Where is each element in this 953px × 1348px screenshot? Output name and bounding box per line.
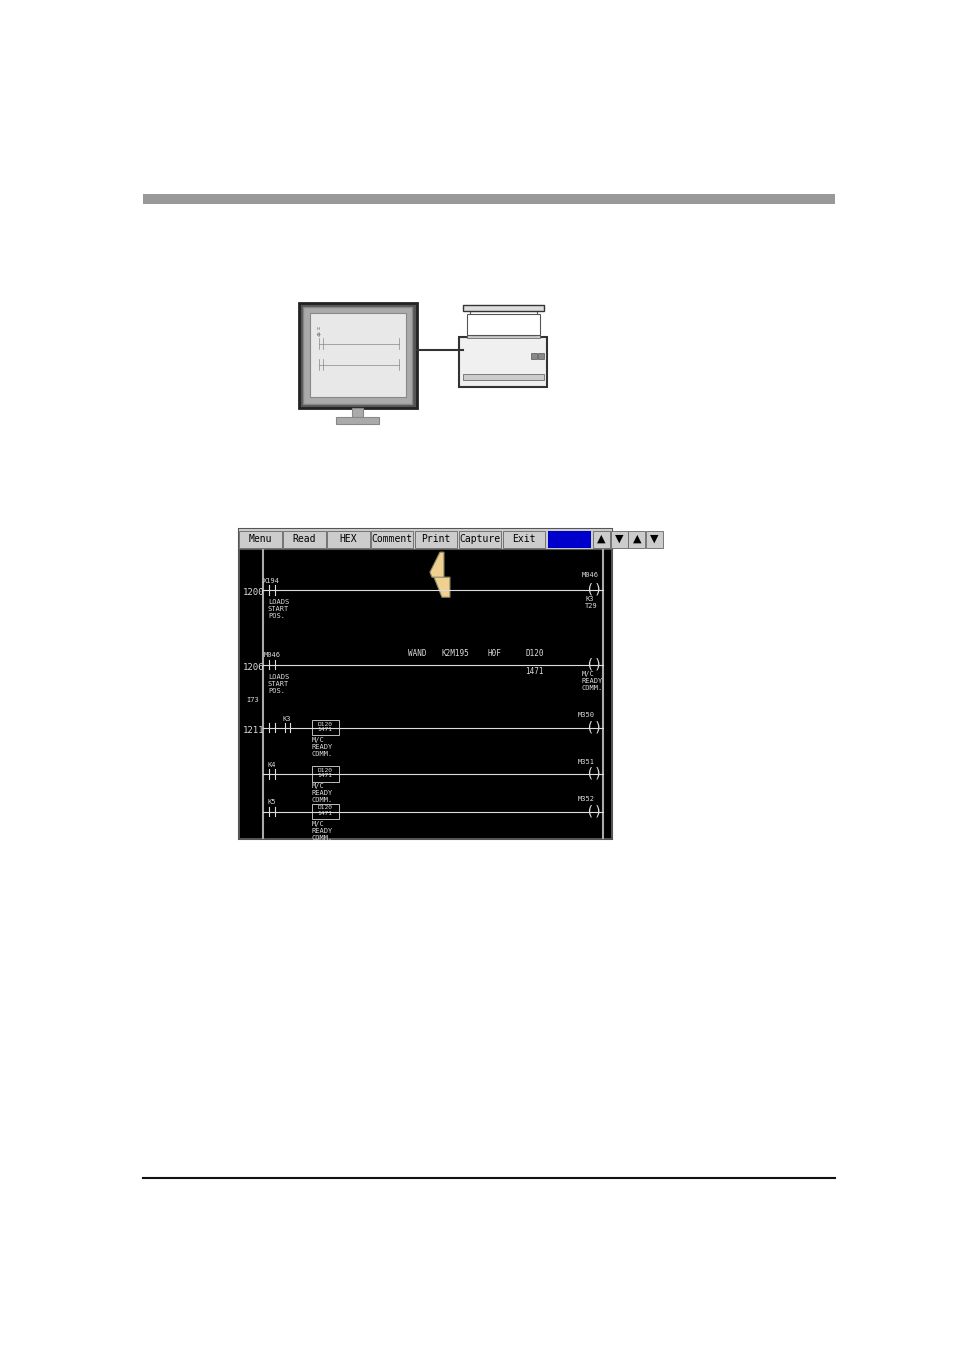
Bar: [458, 337, 547, 387]
Text: M046: M046: [263, 652, 280, 658]
Text: HEX: HEX: [339, 534, 356, 545]
Text: 1211: 1211: [243, 727, 265, 735]
Text: WAND: WAND: [408, 650, 426, 658]
Text: ▼: ▼: [650, 534, 658, 545]
Text: K4: K4: [267, 762, 275, 768]
Text: M/C
READY
COMM.: M/C READY COMM.: [580, 671, 602, 690]
Text: M/C
READY
COMM.: M/C READY COMM.: [312, 783, 333, 803]
Text: Comment: Comment: [372, 534, 413, 545]
Text: Capture: Capture: [459, 534, 500, 545]
Text: M352: M352: [577, 797, 594, 802]
Bar: [240, 550, 610, 838]
Text: ┤├: ┤├: [316, 332, 321, 337]
Text: I73: I73: [246, 697, 259, 702]
Text: ): ): [594, 721, 602, 735]
Bar: [592, 531, 609, 547]
Text: (: (: [584, 805, 593, 818]
Text: 1200: 1200: [243, 589, 265, 597]
Bar: [548, 531, 590, 547]
Text: M351: M351: [577, 759, 594, 764]
Text: Read: Read: [293, 534, 316, 545]
Text: ▲: ▲: [597, 534, 605, 545]
Text: D120: D120: [524, 650, 543, 658]
Bar: [238, 528, 612, 549]
Text: M/C
READY
COMM.: M/C READY COMM.: [312, 821, 333, 841]
Text: X194: X194: [263, 578, 280, 584]
Text: D120
1471: D120 1471: [317, 721, 332, 732]
Text: H0F: H0F: [487, 650, 500, 658]
Bar: [466, 333, 539, 338]
Bar: [312, 720, 338, 736]
Polygon shape: [432, 572, 450, 597]
Text: LOADS
START
POS.: LOADS START POS.: [268, 599, 289, 619]
Bar: [298, 303, 416, 408]
Text: Menu: Menu: [249, 534, 273, 545]
Text: (: (: [584, 582, 593, 597]
Text: M350: M350: [577, 713, 594, 718]
Bar: [466, 314, 539, 336]
Text: K2M195: K2M195: [441, 650, 469, 658]
Text: ▼: ▼: [614, 534, 622, 545]
Bar: [283, 531, 325, 547]
Text: Exit: Exit: [512, 534, 536, 545]
Text: 1206: 1206: [243, 663, 265, 673]
Text: LOADS
START
POS.: LOADS START POS.: [268, 674, 289, 694]
Bar: [303, 307, 412, 403]
Bar: [610, 531, 627, 547]
Bar: [530, 353, 537, 359]
Bar: [415, 531, 456, 547]
Text: M/C
READY
COMM.: M/C READY COMM.: [312, 737, 333, 758]
Bar: [312, 803, 338, 820]
Bar: [371, 531, 413, 547]
Bar: [327, 531, 369, 547]
Bar: [352, 408, 363, 418]
Bar: [469, 311, 537, 336]
Bar: [335, 418, 378, 425]
Bar: [645, 531, 662, 547]
Text: ): ): [594, 658, 602, 671]
Text: K3
T29: K3 T29: [584, 596, 598, 609]
Text: ): ): [594, 767, 602, 780]
Text: (: (: [584, 658, 593, 671]
Text: Print: Print: [421, 534, 451, 545]
Polygon shape: [430, 553, 443, 577]
Bar: [239, 531, 281, 547]
Text: 1471: 1471: [524, 667, 543, 675]
Bar: [309, 314, 405, 398]
Bar: [458, 531, 500, 547]
Bar: [628, 531, 644, 547]
Text: ): ): [594, 582, 602, 597]
Bar: [537, 353, 544, 359]
Text: K5: K5: [267, 799, 275, 806]
Text: (: (: [584, 767, 593, 780]
Text: ▲: ▲: [632, 534, 640, 545]
Text: D120
1471: D120 1471: [317, 806, 332, 816]
Bar: [143, 194, 834, 204]
Bar: [238, 528, 612, 840]
Text: D120
1471: D120 1471: [317, 768, 332, 778]
Bar: [312, 766, 338, 782]
Text: M046: M046: [581, 572, 598, 577]
Bar: [462, 373, 543, 380]
Text: ): ): [594, 805, 602, 818]
Bar: [502, 531, 544, 547]
Text: K3: K3: [283, 716, 291, 721]
Bar: [473, 309, 533, 336]
Bar: [462, 305, 543, 311]
Text: H
H: H H: [316, 328, 319, 337]
Text: (: (: [584, 721, 593, 735]
